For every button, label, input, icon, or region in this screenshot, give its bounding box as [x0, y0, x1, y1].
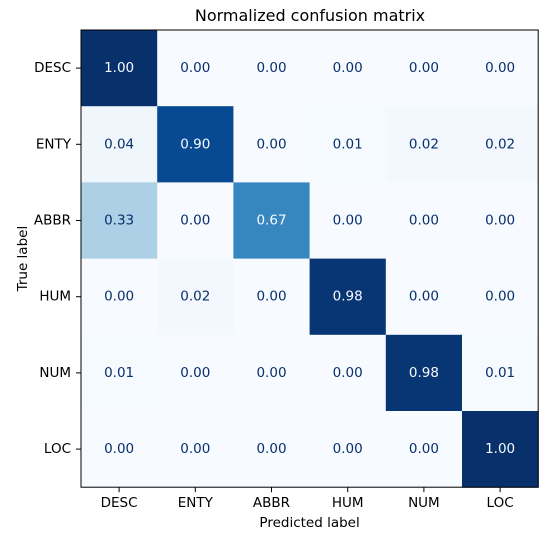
heatmap-value-labels: 1.00 0.00 0.00 0.00 0.00 0.00 0.04 0.90 0.00 0.01… — [104, 60, 515, 457]
y-tick-label: LOC — [44, 441, 71, 457]
heatmap-cell — [233, 30, 311, 107]
heatmap-cell — [462, 106, 539, 183]
cell-value-label: 0.00 — [409, 441, 439, 457]
x-tick-label: DESC — [101, 495, 138, 511]
cell-value-label: 0.00 — [104, 441, 134, 457]
cell-value-label: 0.00 — [485, 60, 515, 76]
cell-value-label: 0.00 — [485, 289, 515, 305]
heatmap-cell — [157, 106, 234, 183]
cell-value-label: 0.00 — [180, 60, 210, 76]
x-tick-label: LOC — [487, 495, 514, 511]
cell-value-label: 0.98 — [333, 289, 363, 305]
heatmap-cell — [385, 182, 463, 260]
cell-value-label: 0.98 — [409, 365, 439, 381]
heatmap-cell — [462, 334, 539, 412]
heatmap-cell — [309, 106, 387, 183]
heatmap-cell — [233, 106, 311, 183]
heatmap-cell — [233, 182, 311, 260]
x-tick-label: HUM — [332, 495, 364, 511]
cell-value-label: 0.67 — [256, 213, 286, 229]
cell-value-label: 0.00 — [104, 289, 134, 305]
x-tick-label: ABBR — [253, 495, 290, 511]
cell-value-label: 0.01 — [485, 365, 515, 381]
heatmap-cell — [81, 30, 158, 107]
heatmap-cell — [233, 258, 311, 336]
cell-value-label: 0.00 — [256, 289, 286, 305]
heatmap-cell — [309, 334, 387, 412]
x-tick-label: ENTY — [178, 495, 214, 511]
cell-value-label: 0.00 — [333, 365, 363, 381]
cell-value-label: 0.02 — [409, 136, 439, 152]
heatmap-cell — [233, 411, 311, 488]
cell-value-label: 0.00 — [333, 213, 363, 229]
cell-value-label: 0.00 — [409, 289, 439, 305]
heatmap-cell — [81, 258, 158, 336]
heatmap-cell — [385, 30, 463, 107]
heatmap-cell — [309, 411, 387, 488]
heatmap-cell — [157, 182, 234, 260]
cell-value-label: 1.00 — [104, 60, 134, 76]
heatmap-cell — [81, 411, 158, 488]
cell-value-label: 0.02 — [485, 136, 515, 152]
heatmap-cells — [81, 30, 539, 488]
plot-frame — [80, 29, 539, 488]
y-tick-label: ABBR — [34, 213, 71, 229]
heatmap-cell — [157, 258, 234, 336]
heatmap-cell — [462, 30, 539, 107]
heatmap-cell — [233, 334, 311, 412]
cell-value-label: 0.02 — [180, 289, 210, 305]
cell-value-label: 0.00 — [485, 213, 515, 229]
cell-value-label: 0.01 — [104, 365, 134, 381]
cell-value-label: 0.00 — [180, 213, 210, 229]
cell-value-label: 0.00 — [256, 136, 286, 152]
cell-value-label: 0.00 — [409, 213, 439, 229]
y-tick-label: ENTY — [36, 136, 72, 152]
cell-value-label: 0.00 — [256, 365, 286, 381]
x-tick-label: NUM — [408, 495, 440, 511]
heatmap-cell — [462, 258, 539, 336]
y-tick-label: NUM — [39, 365, 71, 381]
heatmap-cell — [309, 30, 387, 107]
x-axis-label: Predicted label — [259, 515, 359, 531]
cell-value-label: 0.04 — [104, 136, 134, 152]
heatmap-cell — [385, 334, 463, 412]
chart-title: Normalized confusion matrix — [195, 6, 425, 25]
heatmap-cell — [157, 411, 234, 488]
cell-value-label: 0.00 — [333, 60, 363, 76]
heatmap-cell — [309, 182, 387, 260]
y-tick-label: HUM — [39, 289, 71, 305]
y-axis-label: True label — [15, 226, 31, 293]
cell-value-label: 0.00 — [256, 441, 286, 457]
y-tick-label: DESC — [34, 60, 71, 76]
cell-value-label: 1.00 — [485, 441, 515, 457]
cell-value-label: 0.00 — [256, 60, 286, 76]
heatmap-cell — [385, 258, 463, 336]
cell-value-label: 0.00 — [409, 60, 439, 76]
heatmap-cell — [81, 334, 158, 412]
heatmap-cell — [462, 182, 539, 260]
heatmap-cell — [385, 411, 463, 488]
y-axis-ticks: DESC ENTY ABBR HUM NUM LOC — [34, 60, 81, 457]
heatmap-cell — [309, 258, 387, 336]
cell-value-label: 0.33 — [104, 213, 134, 229]
heatmap-cell — [157, 334, 234, 412]
heatmap-cell — [462, 411, 539, 488]
heatmap-cell — [385, 106, 463, 183]
heatmap-cell — [81, 182, 158, 260]
cell-value-label: 0.00 — [180, 365, 210, 381]
heatmap-cell — [157, 30, 234, 107]
heatmap-cell — [81, 106, 158, 183]
cell-value-label: 0.01 — [333, 136, 363, 152]
cell-value-label: 0.90 — [180, 136, 210, 152]
cell-value-label: 0.00 — [333, 441, 363, 457]
cell-value-label: 0.00 — [180, 441, 210, 457]
x-axis-ticks: DESC ENTY ABBR HUM NUM LOC — [101, 487, 514, 511]
